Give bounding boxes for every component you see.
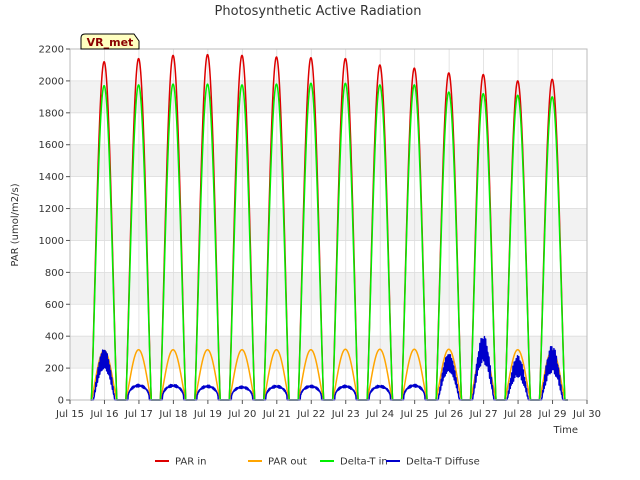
- y-tick-label-5: 1000: [39, 236, 64, 247]
- x-tick-label-4: Jul 19: [193, 409, 222, 420]
- band-0: [70, 368, 587, 400]
- y-tick-label-2: 400: [45, 332, 64, 343]
- plot-background-bands: [70, 49, 587, 400]
- y-tick-label-4: 800: [45, 268, 64, 279]
- band-2: [70, 304, 587, 337]
- y-tick-label-3: 600: [45, 300, 64, 311]
- x-tick-label-2: Jul 17: [124, 409, 153, 420]
- band-6: [70, 176, 587, 209]
- x-tick-label-7: Jul 22: [296, 409, 325, 420]
- y-tick-label-1: 200: [45, 364, 64, 375]
- x-axis-ticks: Jul 15 Jul 16 Jul 17 Jul 18 Jul 19 Jul 20 Jul …: [55, 400, 601, 420]
- legend-label-delta-t-in: Delta-T in: [340, 457, 388, 468]
- x-tick-label-13: Jul 28: [503, 409, 532, 420]
- band-4: [70, 240, 587, 273]
- x-tick-label-15: Jul 30: [572, 409, 601, 420]
- y-tick-label-9: 1800: [39, 108, 64, 119]
- legend: PAR in PAR out Delta-T in Delta-T Diffuse: [155, 457, 480, 468]
- legend-label-par-out: PAR out: [268, 457, 307, 468]
- station-badge: VR_met: [80, 33, 140, 50]
- legend-label-delta-t-diffuse: Delta-T Diffuse: [406, 457, 480, 468]
- y-axis-ticks: 0 200 400 600 800 1000 1200 1400 1600 1800 2000 220…: [39, 45, 70, 407]
- badge-label: VR_met: [87, 36, 134, 49]
- x-tick-label-1: Jul 16: [89, 409, 118, 420]
- chart-title: Photosynthetic Active Radiation: [215, 4, 422, 19]
- band-8: [70, 112, 587, 145]
- band-7: [70, 144, 587, 177]
- x-tick-label-0: Jul 15: [55, 409, 84, 420]
- y-tick-label-11: 2200: [39, 45, 64, 56]
- band-10: [70, 49, 587, 81]
- band-1: [70, 336, 587, 369]
- y-tick-label-7: 1400: [39, 172, 64, 183]
- y-tick-label-0: 0: [58, 396, 64, 407]
- y-tick-label-8: 1600: [39, 140, 64, 151]
- x-tick-label-10: Jul 25: [400, 409, 429, 420]
- y-tick-label-10: 2000: [39, 76, 64, 87]
- band-3: [70, 272, 587, 305]
- x-tick-label-9: Jul 24: [365, 409, 394, 420]
- x-tick-label-11: Jul 26: [434, 409, 463, 420]
- band-5: [70, 208, 587, 241]
- y-tick-label-6: 1200: [39, 204, 64, 215]
- x-tick-label-3: Jul 18: [158, 409, 187, 420]
- x-tick-label-6: Jul 21: [262, 409, 291, 420]
- x-tick-label-5: Jul 20: [227, 409, 256, 420]
- badge-shape: [80, 33, 140, 50]
- band-9: [70, 80, 587, 113]
- x-axis-label: Time: [553, 425, 578, 436]
- x-tick-label-12: Jul 27: [469, 409, 498, 420]
- legend-label-par-in: PAR in: [175, 457, 206, 468]
- plot-frame: [69, 48, 588, 401]
- x-tick-label-14: Jul 29: [538, 409, 567, 420]
- y-axis-label: PAR (umol/m2/s): [10, 183, 21, 266]
- x-tick-label-8: Jul 23: [331, 409, 360, 420]
